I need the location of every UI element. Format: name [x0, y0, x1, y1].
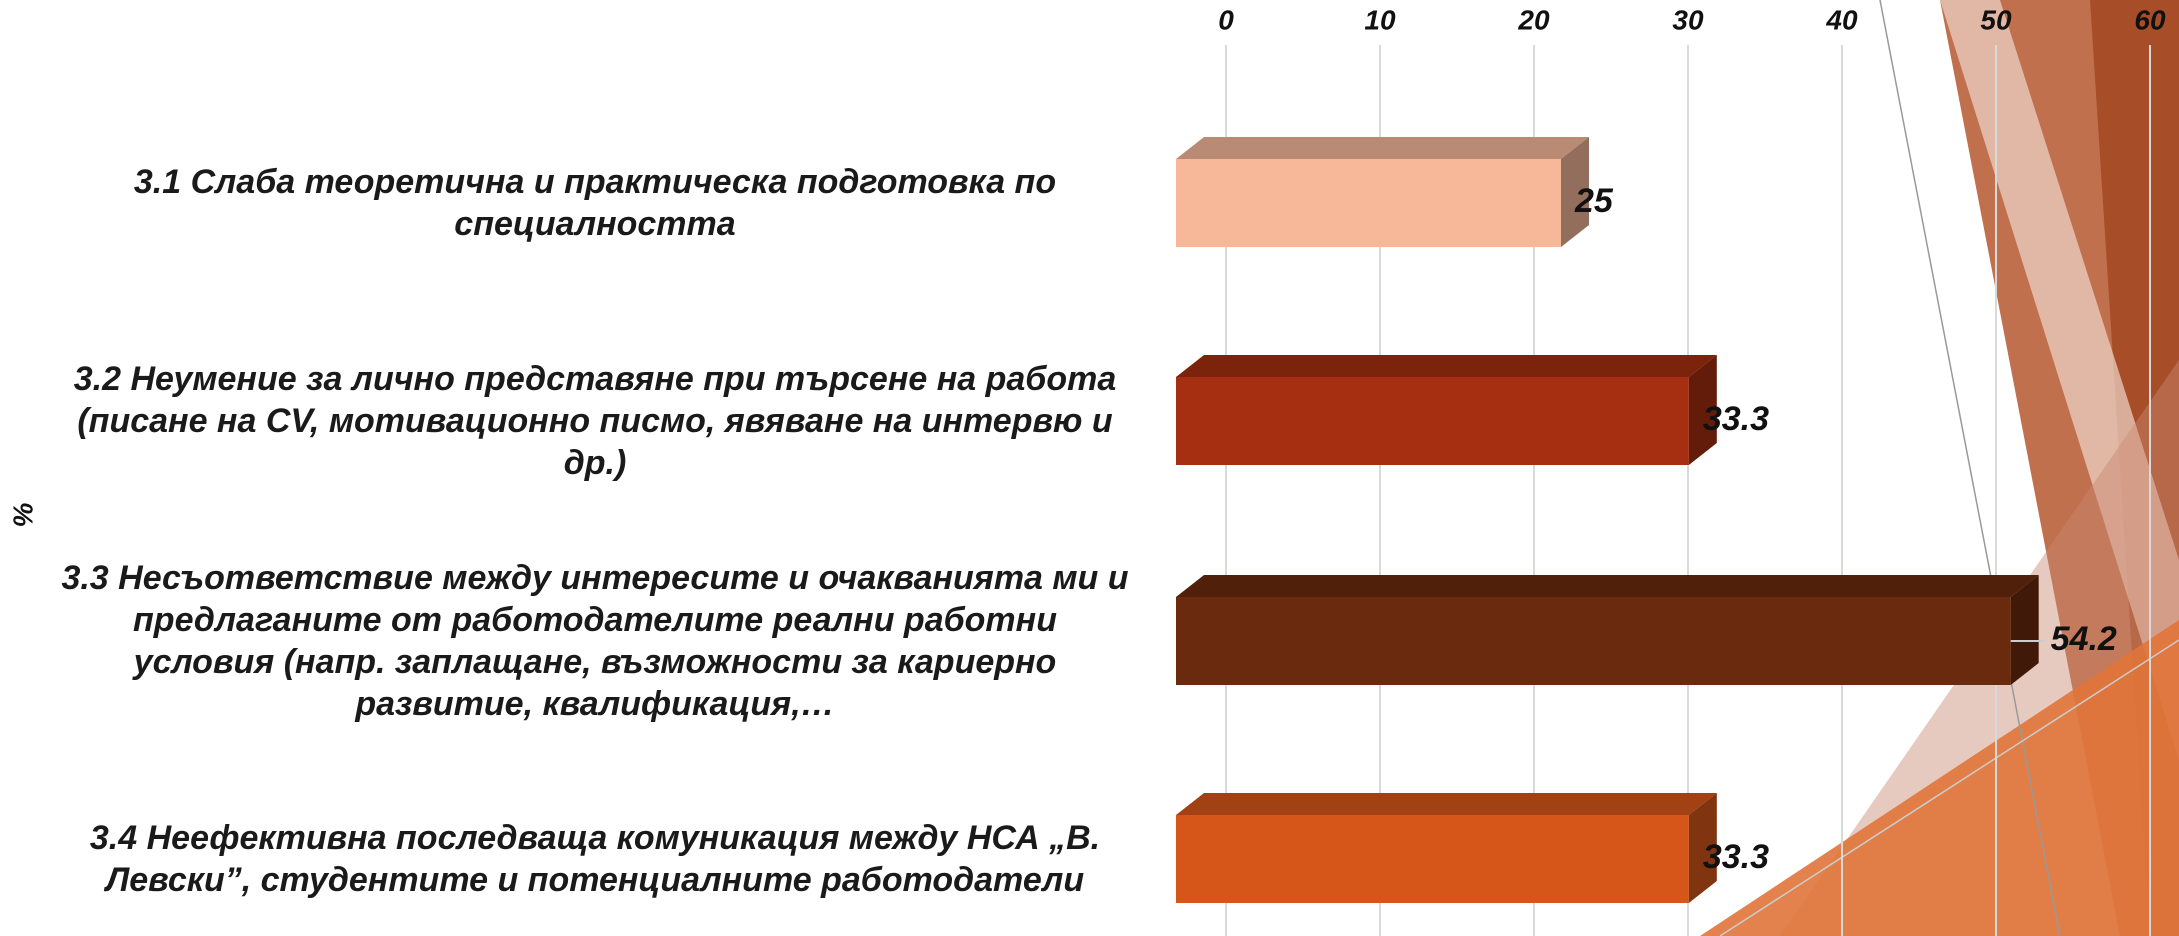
bar	[1176, 159, 1561, 247]
value-label: 33.3	[1703, 838, 1769, 876]
x-tick-label: 0	[1218, 4, 1234, 35]
value-label: 33.3	[1703, 400, 1769, 438]
x-tick-label: 50	[1980, 4, 2012, 35]
bar-top	[1176, 575, 2039, 597]
x-tick-label: 10	[1364, 4, 1396, 35]
value-label: 25	[1574, 182, 1614, 220]
category-label: 3.3 Несъответствие между интересите и оч…	[60, 557, 1130, 725]
bar	[1176, 815, 1689, 903]
value-label: 54.2	[2051, 620, 2117, 658]
bar-top	[1176, 137, 1589, 159]
background-decoration	[1700, 0, 2179, 936]
x-tick-label: 60	[2134, 4, 2166, 35]
bar-top	[1176, 793, 1717, 815]
x-tick-label: 40	[1825, 4, 1858, 35]
slide: % 0 10 20 30 40 50 60 25 33.3 54.2 33.3 3.1 Слаба …	[0, 0, 2179, 936]
category-label: 3.4 Неефективна последваща комуникация м…	[60, 817, 1130, 901]
category-label: 3.1 Слаба теоретична и практическа подго…	[60, 161, 1130, 245]
bar-top	[1176, 355, 1717, 377]
x-tick-label: 20	[1517, 4, 1550, 35]
x-tick-label: 30	[1672, 4, 1704, 35]
category-label: 3.2 Неумение за лично представяне при тъ…	[60, 358, 1130, 484]
bar	[1176, 377, 1689, 465]
axis-label: %	[7, 502, 38, 527]
bar	[1176, 597, 2011, 685]
